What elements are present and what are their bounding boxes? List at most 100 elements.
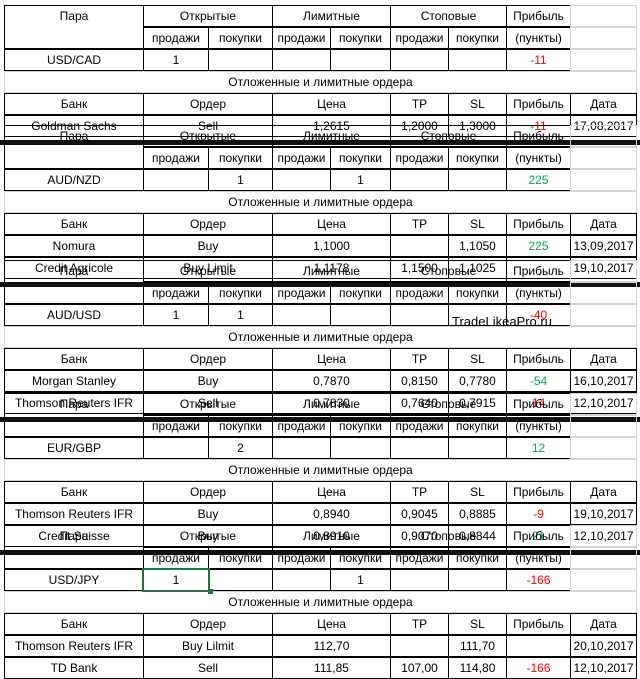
header-stop-sell[interactable]: продажи — [390, 147, 449, 169]
stop-sell-cell[interactable] — [390, 437, 449, 459]
header-open-buy[interactable]: покупки — [208, 282, 273, 304]
header-date[interactable]: Дата — [570, 93, 637, 115]
order-type-cell[interactable]: Sell — [143, 657, 273, 679]
limit-sell-cell[interactable] — [272, 304, 331, 326]
header-sl[interactable]: SL — [448, 93, 507, 115]
limit-buy-cell[interactable]: 1 — [330, 569, 391, 591]
header-pair[interactable]: Пара — [4, 260, 144, 304]
pair-profit-cell[interactable]: -11 — [506, 49, 571, 71]
header-limit-sell[interactable]: продажи — [272, 147, 331, 169]
header-order-profit[interactable]: Прибыль — [506, 213, 571, 235]
header-open-sell[interactable]: продажи — [143, 27, 209, 49]
header-order[interactable]: Ордер — [143, 481, 273, 503]
stop-buy-cell[interactable] — [448, 169, 507, 191]
order-date-cell[interactable]: 12,10,2017 — [570, 657, 637, 679]
open-sell-cell[interactable] — [143, 169, 209, 191]
empty-cell[interactable] — [570, 5, 637, 27]
order-date-cell[interactable]: 19,10,2017 — [570, 503, 637, 525]
header-stop-buy[interactable]: покупки — [448, 282, 507, 304]
header-stop[interactable]: Стоповые — [390, 5, 507, 27]
header-stop[interactable]: Стоповые — [390, 525, 507, 547]
order-price-cell[interactable]: 0,7870 — [272, 370, 391, 392]
header-price[interactable]: Цена — [272, 348, 391, 370]
header-limit-sell[interactable]: продажи — [272, 415, 331, 437]
empty-cell[interactable] — [570, 27, 637, 49]
empty-cell[interactable] — [570, 547, 637, 569]
header-stop-buy[interactable]: покупки — [448, 147, 507, 169]
header-tp[interactable]: TP — [390, 213, 449, 235]
order-profit-cell[interactable] — [506, 635, 571, 657]
header-bank[interactable]: Банк — [4, 613, 144, 635]
stop-sell-cell[interactable] — [390, 169, 449, 191]
header-open[interactable]: Открытые — [143, 5, 273, 27]
header-bank[interactable]: Банк — [4, 93, 144, 115]
order-price-cell[interactable]: 1,1000 — [272, 235, 391, 257]
pair-profit-cell[interactable]: -166 — [506, 569, 571, 591]
order-bank-cell[interactable]: Nomura — [4, 235, 144, 257]
header-profit[interactable]: Прибыль — [506, 260, 571, 282]
header-profit[interactable]: Прибыль — [506, 525, 571, 547]
pending-orders-title[interactable]: Отложенные и лимитные ордера — [4, 459, 637, 481]
header-pair[interactable]: Пара — [4, 525, 144, 569]
header-open-buy[interactable]: покупки — [208, 547, 273, 569]
fill-handle[interactable] — [208, 589, 213, 594]
header-open[interactable]: Открытые — [143, 525, 273, 547]
header-profit[interactable]: Прибыль — [506, 393, 571, 415]
pending-orders-title[interactable]: Отложенные и лимитные ордера — [4, 71, 637, 93]
header-order[interactable]: Ордер — [143, 93, 273, 115]
empty-cell[interactable] — [570, 393, 637, 415]
header-limit-buy[interactable]: покупки — [330, 415, 391, 437]
header-order[interactable]: Ордер — [143, 613, 273, 635]
pair-cell[interactable]: EUR/GBP — [4, 437, 144, 459]
limit-buy-cell[interactable] — [330, 49, 391, 71]
pending-orders-title[interactable]: Отложенные и лимитные ордера — [4, 326, 637, 348]
header-open-sell[interactable]: продажи — [143, 415, 209, 437]
header-stop[interactable]: Стоповые — [390, 260, 507, 282]
empty-cell[interactable] — [570, 49, 637, 71]
header-stop-buy[interactable]: покупки — [448, 547, 507, 569]
header-price[interactable]: Цена — [272, 613, 391, 635]
header-bank[interactable]: Банк — [4, 213, 144, 235]
header-stop-buy[interactable]: покупки — [448, 415, 507, 437]
open-sell-cell[interactable]: 1 — [143, 49, 209, 71]
limit-buy-cell[interactable]: 1 — [330, 169, 391, 191]
header-open-buy[interactable]: покупки — [208, 415, 273, 437]
order-tp-cell[interactable]: 107,00 — [390, 657, 449, 679]
header-date[interactable]: Дата — [570, 348, 637, 370]
header-date[interactable]: Дата — [570, 213, 637, 235]
empty-cell[interactable] — [570, 304, 637, 326]
header-limit[interactable]: Лимитные — [272, 393, 391, 415]
header-limit-buy[interactable]: покупки — [330, 147, 391, 169]
header-sl[interactable]: SL — [448, 213, 507, 235]
header-limit-buy[interactable]: покупки — [330, 547, 391, 569]
limit-sell-cell[interactable] — [272, 569, 331, 591]
header-pair[interactable]: Пара — [4, 125, 144, 169]
header-points[interactable]: (пункты) — [506, 415, 571, 437]
order-type-cell[interactable]: Buy — [143, 370, 273, 392]
order-profit-cell[interactable]: -54 — [506, 370, 571, 392]
pair-cell[interactable]: USD/CAD — [4, 49, 144, 71]
pending-orders-title[interactable]: Отложенные и лимитные ордера — [4, 591, 637, 613]
header-price[interactable]: Цена — [272, 213, 391, 235]
order-bank-cell[interactable]: TD Bank — [4, 657, 144, 679]
order-price-cell[interactable]: 111,85 — [272, 657, 391, 679]
header-stop-sell[interactable]: продажи — [390, 547, 449, 569]
order-tp-cell[interactable] — [390, 635, 449, 657]
order-profit-cell[interactable]: 225 — [506, 235, 571, 257]
pair-cell[interactable]: AUD/USD — [4, 304, 144, 326]
header-open[interactable]: Открытые — [143, 125, 273, 147]
order-price-cell[interactable]: 112,70 — [272, 635, 391, 657]
header-stop-sell[interactable]: продажи — [390, 415, 449, 437]
order-tp-cell[interactable]: 0,9045 — [390, 503, 449, 525]
header-price[interactable]: Цена — [272, 93, 391, 115]
header-limit-buy[interactable]: покупки — [330, 27, 391, 49]
open-sell-cell[interactable] — [143, 437, 209, 459]
order-price-cell[interactable]: 0,8940 — [272, 503, 391, 525]
header-stop[interactable]: Стоповые — [390, 125, 507, 147]
header-points[interactable]: (пункты) — [506, 282, 571, 304]
pending-orders-title[interactable]: Отложенные и лимитные ордера — [4, 191, 637, 213]
limit-sell-cell[interactable] — [272, 437, 331, 459]
header-limit-sell[interactable]: продажи — [272, 27, 331, 49]
header-open-sell[interactable]: продажи — [143, 282, 209, 304]
stop-sell-cell[interactable] — [390, 49, 449, 71]
